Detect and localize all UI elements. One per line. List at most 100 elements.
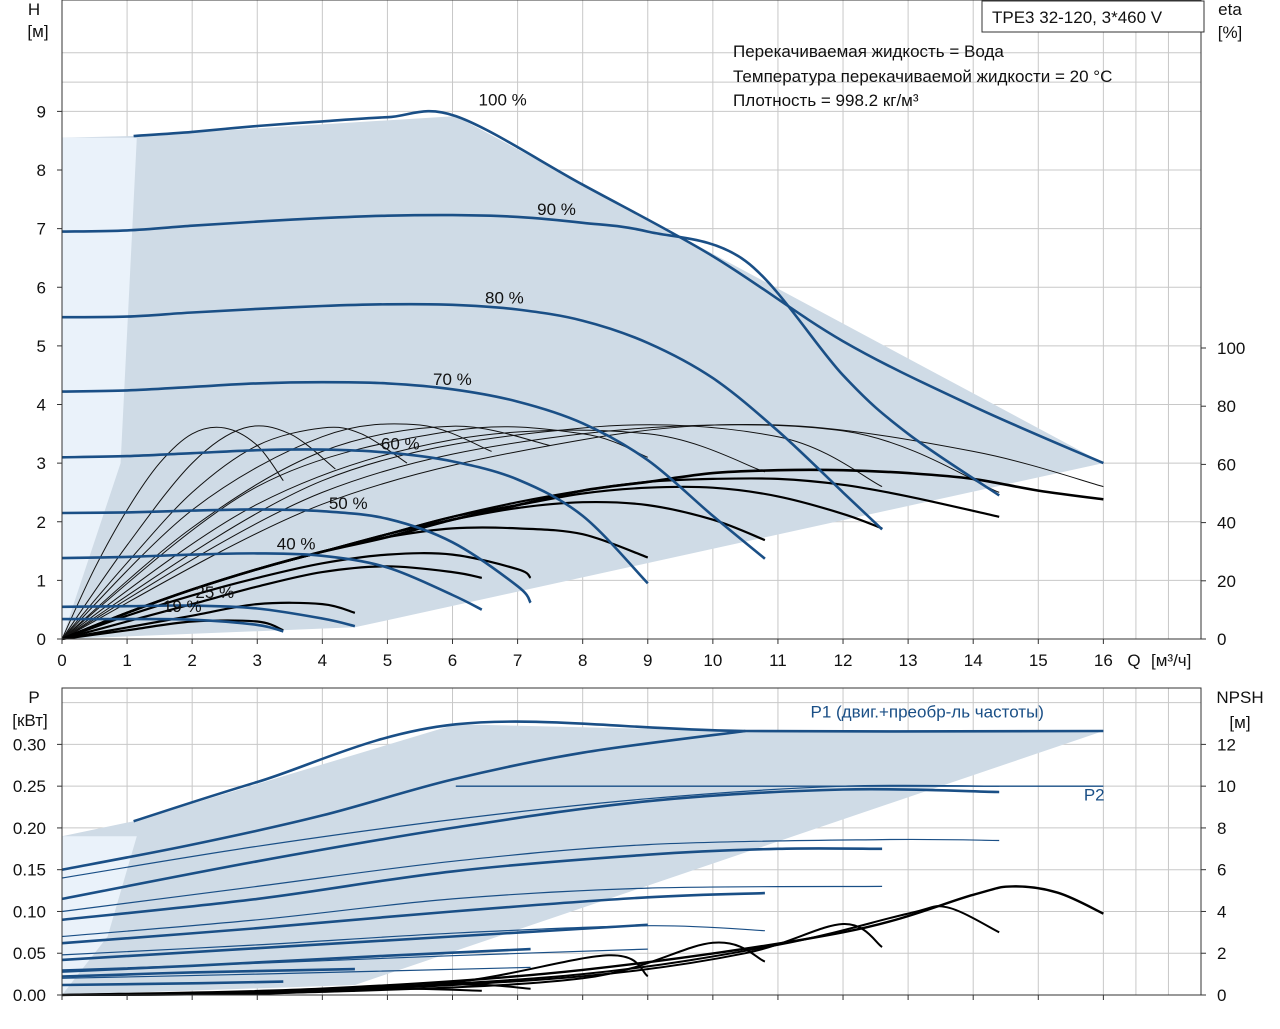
p-tick-label: 0.05: [13, 944, 46, 963]
x-tick-label: 13: [899, 651, 918, 670]
y2-tick-label: 40: [1217, 514, 1236, 533]
y2-axis-unit: [%]: [1218, 23, 1243, 42]
y2-axis-name: eta: [1218, 0, 1242, 19]
annotation-temperature: Температура перекачиваемой жидкости = 20…: [733, 67, 1112, 86]
head-operating-envelope: [62, 116, 1104, 640]
efficiency-curve: [61, 552, 532, 641]
power-curve: [61, 847, 883, 922]
y-tick-label: 4: [37, 396, 46, 415]
x-axis-unit: [м³/ч]: [1151, 651, 1191, 670]
y-tick-label: 7: [37, 220, 46, 239]
efficiency-curve: [61, 619, 284, 641]
npsh-tick-label: 6: [1217, 861, 1226, 880]
efficiency-curve: [61, 526, 649, 641]
x-tick-label: 7: [513, 651, 522, 670]
power-curve: [61, 891, 765, 945]
x-tick-label: 4: [318, 651, 327, 670]
head-curve-label: 25 %: [195, 583, 234, 602]
pump-model-box: TPE3 32-120, 3*460 V: [981, 0, 1205, 33]
y2-tick-label: 100: [1217, 339, 1245, 358]
efficiency-curve: [61, 601, 356, 641]
y2-tick-label: 0: [1217, 630, 1226, 649]
npsh-tick-label: 4: [1217, 902, 1226, 921]
power-axes: 0.00 0.05 0.10 0.15 0.20 0.25 0.30 0 2 4 6 8 10 12 P [к…: [12, 688, 1263, 1005]
pump-model-label: TPE3 32-120, 3*460 V: [992, 8, 1163, 27]
x-tick-label: 0: [57, 651, 66, 670]
x-tick-label: 6: [448, 651, 457, 670]
x-tick-label: 8: [578, 651, 587, 670]
y-tick-label: 5: [37, 337, 46, 356]
x-tick-label: 5: [383, 651, 392, 670]
y2-tick-label: 60: [1217, 455, 1236, 474]
x-tick-label: 16: [1094, 651, 1113, 670]
y-tick-label: 8: [37, 161, 46, 180]
x-tick-label: 15: [1029, 651, 1048, 670]
head-curve: [61, 302, 883, 531]
npsh-tick-label: 0: [1217, 986, 1226, 1005]
y-tick-label: 3: [37, 454, 46, 473]
power-plot-frame: [61, 687, 1202, 996]
y-tick-label: 2: [37, 513, 46, 532]
p2-label: P2: [1084, 785, 1105, 804]
p2-curve: [61, 966, 531, 979]
head-curve: [61, 380, 766, 560]
power-curve: [133, 720, 1104, 823]
head-curve-label: 100 %: [479, 91, 527, 110]
power-curve: [61, 787, 1000, 901]
x-tick-label: 11: [769, 651, 787, 670]
y-axis-name: H: [28, 0, 40, 19]
head-curve: [61, 604, 356, 628]
p2-curve: [61, 885, 883, 938]
power-curve: [61, 729, 746, 871]
p2-curve: [61, 838, 1000, 913]
head-curve-label: 70 %: [433, 370, 472, 389]
x-tick-label: 12: [834, 651, 853, 670]
p2-curve: [61, 925, 765, 956]
x-tick-label: 2: [187, 651, 196, 670]
head-panel: 100 % 90 % 80 % 70 % 60 % 50 % 40 % 25 %19 % 0 1…: [27, 0, 1245, 670]
p-axis-unit: [кВт]: [12, 711, 47, 730]
pump-model-frame: [981, 0, 1205, 33]
annotation-density: Плотность = 998.2 кг/м³: [733, 91, 919, 110]
power-curve: [61, 967, 355, 978]
head-curve: [61, 508, 532, 604]
y-tick-label: 9: [37, 102, 46, 121]
power-curve: [61, 947, 531, 973]
iso-efficiency-arc: [61, 424, 1104, 640]
head-curve: [61, 213, 1000, 497]
x-axis-name: Q: [1127, 651, 1140, 670]
npsh-tick-label: 8: [1217, 819, 1226, 838]
head-curve: [133, 109, 1104, 465]
npsh-axis-name: NPSH: [1216, 688, 1263, 707]
p-tick-label: 0.25: [13, 777, 46, 796]
p-tick-label: 0.00: [13, 986, 46, 1005]
head-envelope-area: [62, 116, 1104, 640]
head-speed-curves: [61, 109, 1104, 633]
head-curve: [61, 448, 649, 585]
npsh-tick-label: 2: [1217, 944, 1226, 963]
p-tick-label: 0.15: [13, 861, 46, 880]
npsh-tick-label: 12: [1217, 735, 1236, 754]
power-p1-curves: [61, 720, 1104, 987]
power-curve: [61, 980, 284, 987]
y-tick-label: 1: [37, 571, 46, 590]
power-curve-labels: P1 (двиг.+преобр-ль частоты) P2: [810, 703, 1104, 805]
x-tick-label: 9: [643, 651, 652, 670]
y-tick-label: 0: [37, 630, 46, 649]
annotation-fluid: Перекачиваемая жидкость = Вода: [733, 42, 1004, 61]
head-axes: 0 1 2 3 4 5 6 7 8 9 10 11 12 13 14 15 160123456789020406…: [27, 0, 1245, 670]
x-tick-label: 1: [122, 651, 131, 670]
head-curve-label: 19 %: [163, 597, 202, 616]
y-axis-unit: [м]: [27, 22, 48, 41]
fluid-annotations: Перекачиваемая жидкость = Вода Температу…: [733, 42, 1112, 110]
p-tick-label: 0.30: [13, 735, 46, 754]
head-curve-label: 80 %: [485, 289, 524, 308]
head-curve-label: 60 %: [381, 435, 420, 454]
head-curve-label: 40 %: [277, 534, 316, 553]
y-tick-label: 6: [37, 278, 46, 297]
p-axis-name: P: [28, 688, 39, 707]
head-curve-label: 50 %: [329, 494, 368, 513]
p1-label: P1 (двиг.+преобр-ль частоты): [810, 703, 1043, 722]
